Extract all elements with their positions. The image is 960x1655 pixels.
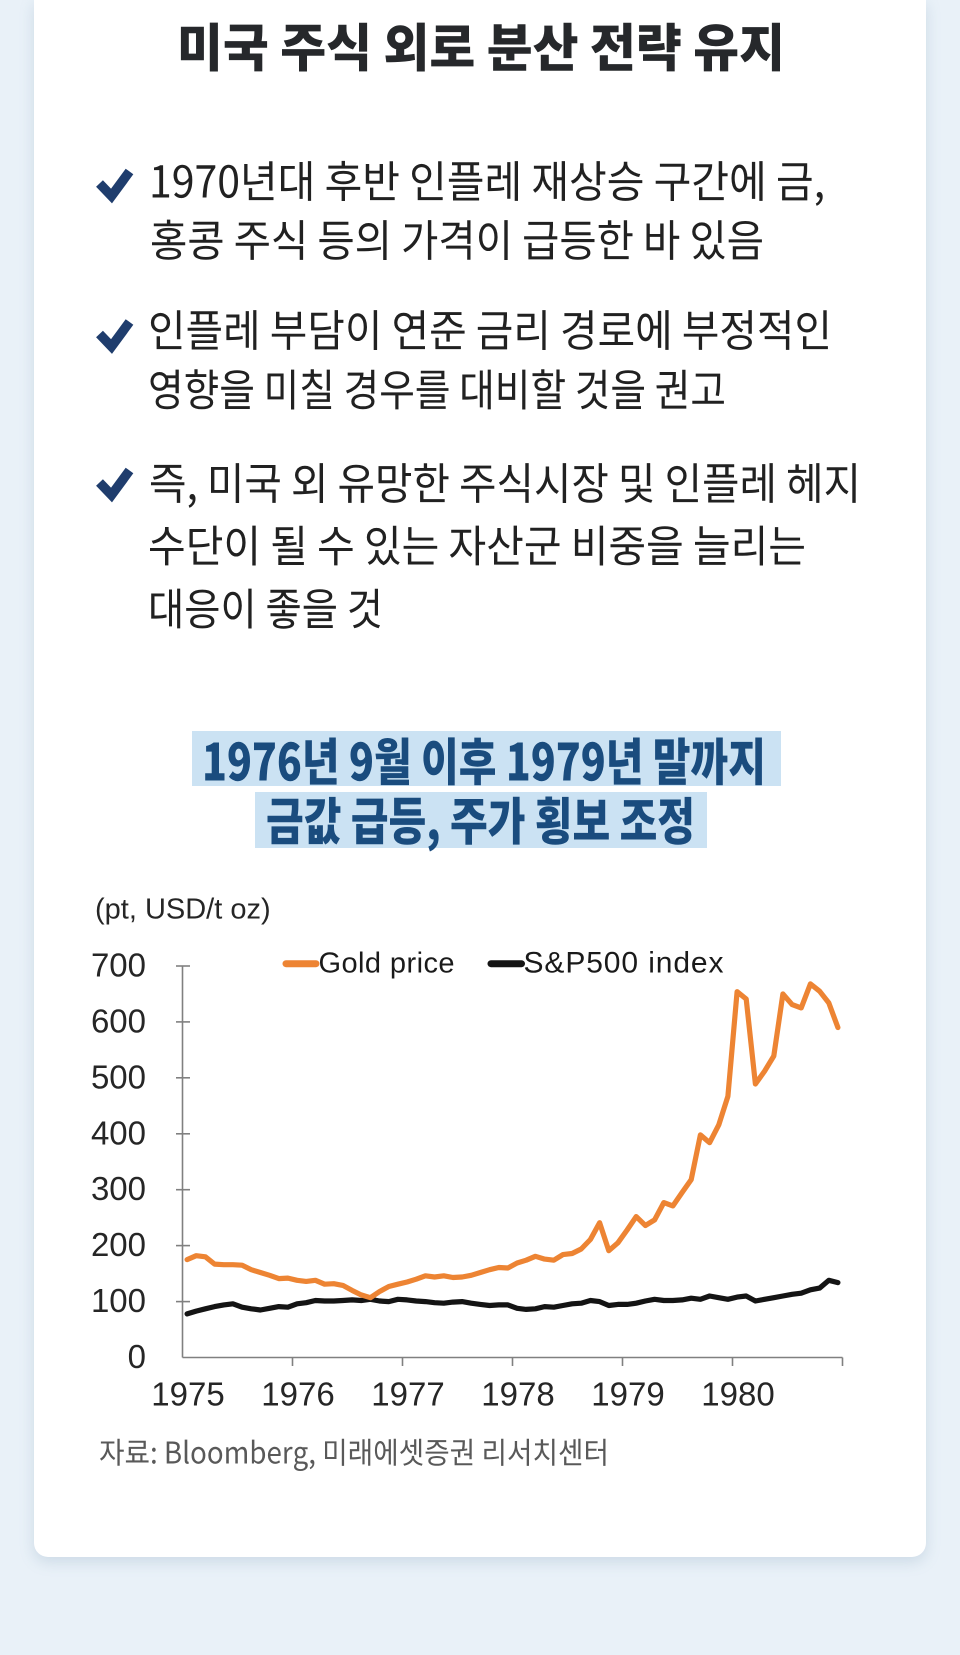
svg-text:700: 700 [91, 947, 146, 984]
svg-text:1976: 1976 [261, 1376, 334, 1413]
svg-text:1978: 1978 [481, 1376, 554, 1413]
svg-text:Gold price: Gold price [319, 948, 455, 980]
svg-text:1979: 1979 [591, 1376, 664, 1413]
svg-text:600: 600 [91, 1002, 146, 1039]
svg-text:500: 500 [91, 1058, 146, 1095]
svg-text:(pt, USD/t oz): (pt, USD/t oz) [95, 894, 271, 926]
svg-text:300: 300 [91, 1170, 146, 1207]
svg-text:400: 400 [91, 1114, 146, 1151]
svg-text:1975: 1975 [151, 1376, 224, 1413]
svg-text:1977: 1977 [371, 1376, 444, 1413]
svg-text:0: 0 [128, 1338, 146, 1375]
svg-text:1980: 1980 [701, 1376, 774, 1413]
svg-text:200: 200 [91, 1226, 146, 1263]
svg-text:100: 100 [91, 1282, 146, 1319]
svg-text:S&P500 index: S&P500 index [524, 947, 724, 980]
